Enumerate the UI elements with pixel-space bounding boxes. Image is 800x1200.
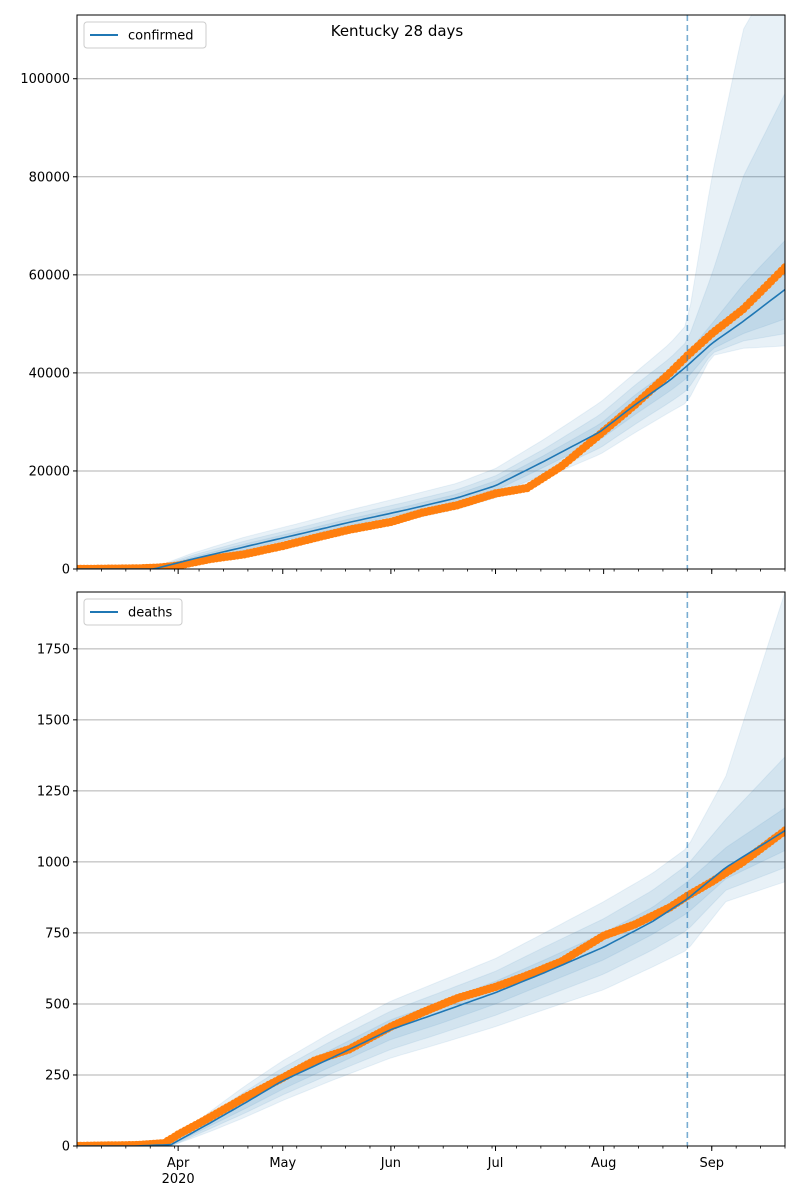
- y-tick-label: 1250: [37, 784, 70, 799]
- plot-area: [77, 592, 785, 1146]
- x-tick-label: May: [269, 1156, 296, 1171]
- legend: confirmed: [83, 21, 207, 49]
- y-tick-label: 1750: [37, 642, 70, 657]
- credible-band: [77, 592, 785, 1146]
- x-tick-label: Jun: [380, 1156, 401, 1171]
- y-tick-label: 0: [62, 563, 70, 578]
- x-tick-label: Apr: [167, 1156, 190, 1171]
- figure-title: Kentucky 28 days: [331, 22, 464, 40]
- y-tick-label: 20000: [29, 464, 70, 479]
- y-tick-label: 80000: [29, 170, 70, 185]
- credible-band: [77, 93, 785, 569]
- plot-area: [77, 15, 785, 569]
- y-tick-label: 40000: [29, 366, 70, 381]
- legend-label: deaths: [128, 606, 173, 621]
- credible-band: [77, 15, 785, 569]
- axes-frame: [76, 14, 786, 570]
- y-tick-label: 60000: [29, 268, 70, 283]
- y-tick-label: 1000: [37, 855, 70, 870]
- confirmed-panel: 0 20000 40000 60000 80000 100000 confirmed: [20, 14, 786, 578]
- model-line: [77, 288, 785, 569]
- deaths-panel: 0 250 500 750 1000 1250 1500 1750 Apr May Jun Jul Au…: [37, 591, 786, 1187]
- y-tick-label: 750: [45, 926, 70, 941]
- y-tick-label: 100000: [20, 72, 70, 87]
- model-line: [77, 829, 785, 1146]
- y-tick-label: 1500: [37, 713, 70, 728]
- x-tick-label: Aug: [591, 1156, 616, 1171]
- x-tick-label: Jul: [487, 1156, 504, 1171]
- x-tick-label: Sep: [700, 1156, 725, 1171]
- legend-box: [83, 598, 183, 626]
- y-tick-label: 0: [62, 1140, 70, 1155]
- legend-box: [83, 21, 207, 49]
- credible-band: [77, 756, 785, 1146]
- axes-frame: [76, 591, 786, 1147]
- legend-label: confirmed: [128, 29, 194, 44]
- legend: deaths: [83, 598, 183, 626]
- observed-point: [780, 263, 785, 272]
- y-tick-label: 500: [45, 997, 70, 1012]
- y-tick-label: 250: [45, 1068, 70, 1083]
- x-year-label: 2020: [162, 1172, 195, 1187]
